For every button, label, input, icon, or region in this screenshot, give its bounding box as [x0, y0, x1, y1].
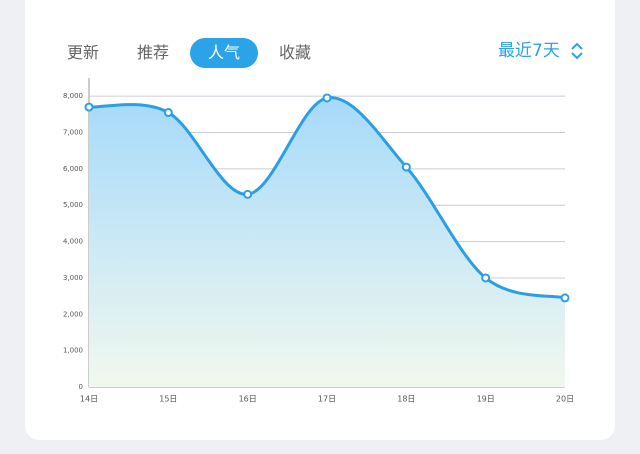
x-tick-label: 17日 — [318, 395, 336, 404]
tab[interactable]: 推荐 — [136, 43, 169, 62]
y-tick-label: 5,000 — [63, 201, 83, 209]
tab[interactable]: 人气 — [190, 38, 258, 68]
tab[interactable]: 收藏 — [278, 43, 311, 62]
x-tick-label: 14日 — [80, 395, 98, 404]
y-tick-label: 3,000 — [63, 274, 83, 282]
x-tick-label: 20日 — [556, 395, 574, 404]
y-tick-label: 4,000 — [63, 238, 83, 246]
y-tick-label: 2,000 — [63, 310, 83, 318]
area — [89, 97, 565, 387]
point — [560, 293, 570, 303]
tab[interactable]: 更新 — [66, 43, 99, 62]
range-selector[interactable]: 最近7天 — [498, 36, 585, 66]
point — [401, 162, 411, 172]
y-tick-label: 0 — [79, 383, 83, 391]
x-tick-label: 19日 — [477, 395, 495, 404]
point — [163, 108, 173, 118]
x-tick-label: 15日 — [159, 395, 177, 404]
point — [481, 273, 491, 283]
range-label[interactable]: 最近7天 — [498, 41, 560, 61]
point — [84, 102, 94, 112]
y-tick-label: 7,000 — [63, 129, 83, 137]
x-tick-label: 18日 — [397, 395, 415, 404]
y-tick-label: 1,000 — [63, 347, 83, 355]
y-tick-label: 6,000 — [63, 165, 83, 173]
y-tick-label: 8,000 — [63, 92, 83, 100]
x-tick-label: 16日 — [239, 395, 257, 404]
point — [322, 93, 332, 103]
point — [243, 189, 253, 199]
chevron-icon[interactable] — [569, 41, 585, 61]
